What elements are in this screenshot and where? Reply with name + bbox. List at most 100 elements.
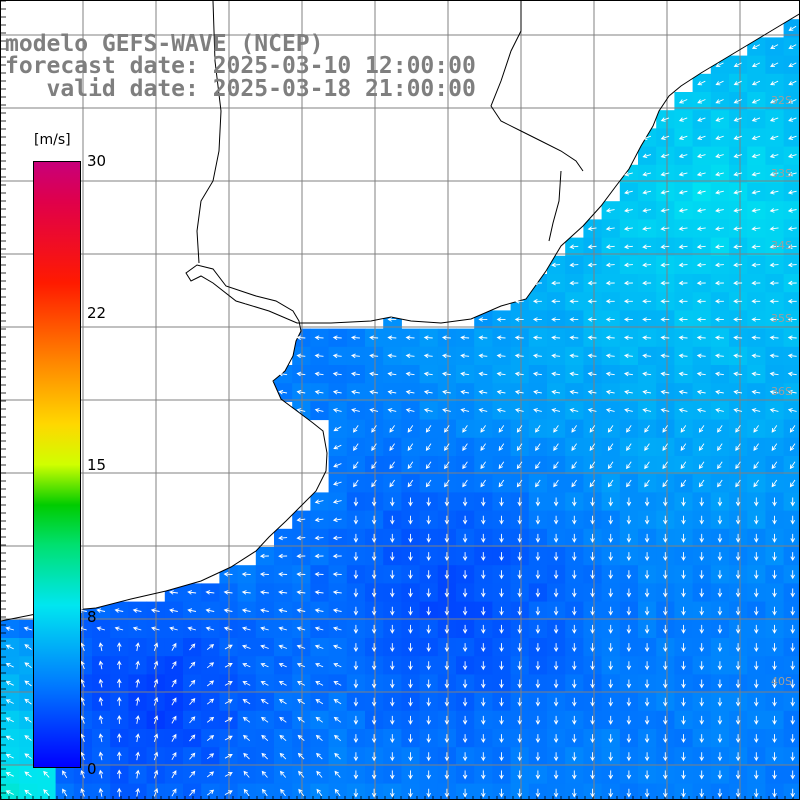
lat-label-32s: 32S xyxy=(771,94,792,107)
wind-arrow xyxy=(663,752,668,762)
wind-arrow xyxy=(408,715,413,725)
wind-arrow xyxy=(98,660,104,670)
wind-arrow xyxy=(353,588,359,598)
wind-arrow xyxy=(189,661,196,669)
wind-arrow xyxy=(353,515,359,525)
wind-cell xyxy=(783,729,799,748)
wind-arrow xyxy=(132,626,142,631)
wind-arrow xyxy=(444,752,450,762)
wind-arrow xyxy=(572,734,577,744)
wind-arrow xyxy=(333,463,342,468)
wind-arrow xyxy=(678,171,688,177)
wind-arrow xyxy=(714,371,724,377)
wind-arrow xyxy=(116,678,122,688)
wind-arrow xyxy=(243,770,250,778)
wind-arrow xyxy=(514,317,524,322)
wind-arrow xyxy=(715,99,724,104)
wind-arrow xyxy=(279,716,287,723)
wind-arrow xyxy=(626,461,632,470)
wind-arrow xyxy=(605,371,615,377)
wind-arrow xyxy=(332,335,342,340)
wind-arrow xyxy=(444,734,450,744)
land-mask xyxy=(1,1,799,621)
wind-arrow xyxy=(769,353,779,359)
wind-arrow xyxy=(626,624,632,634)
wind-arrow xyxy=(481,588,486,598)
wind-arrow xyxy=(626,570,632,580)
wind-arrow xyxy=(644,697,650,707)
wind-arrow xyxy=(753,443,759,451)
wind-arrow xyxy=(316,752,323,760)
wind-arrow xyxy=(426,752,431,762)
wind-arrow xyxy=(426,679,431,689)
wind-arrow xyxy=(278,389,288,395)
wind-arrow xyxy=(535,679,541,689)
wind-arrow xyxy=(551,299,561,304)
wind-arrow xyxy=(441,353,451,359)
wind-arrow xyxy=(735,770,741,780)
wind-arrow xyxy=(423,389,433,395)
wind-arrow xyxy=(569,408,579,413)
wind-arrow xyxy=(171,697,177,706)
wind-arrow xyxy=(444,624,450,634)
wind-arrow xyxy=(333,626,342,631)
wind-arrow xyxy=(296,408,306,413)
wind-arrow xyxy=(224,662,233,668)
wind-arrow xyxy=(772,624,777,634)
wind-arrow xyxy=(553,443,559,451)
wind-arrow xyxy=(332,389,342,395)
wind-arrow xyxy=(717,552,723,562)
wind-arrow xyxy=(499,552,504,562)
wind-arrow xyxy=(426,643,431,653)
wind-arrow xyxy=(517,606,522,616)
wind-arrow xyxy=(278,608,288,613)
wind-arrow xyxy=(224,717,233,723)
wind-arrow xyxy=(754,533,759,543)
wind-arrow xyxy=(333,426,342,432)
wind-arrow xyxy=(514,353,524,359)
wind-arrow xyxy=(371,443,377,451)
wind-arrow xyxy=(350,371,360,377)
wind-arrow xyxy=(790,734,795,744)
wind-arrow xyxy=(608,624,613,634)
wind-arrow xyxy=(297,752,305,760)
wind-arrow xyxy=(715,117,724,122)
wind-arrow xyxy=(754,734,759,744)
wind-arrow xyxy=(460,335,470,340)
wind-arrow xyxy=(589,425,596,433)
wind-arrow xyxy=(260,716,269,723)
wind-arrow xyxy=(444,788,450,798)
wind-arrow xyxy=(770,62,779,68)
wind-arrow xyxy=(334,752,341,760)
wind-arrow xyxy=(551,408,561,413)
wind-arrow xyxy=(261,770,268,778)
wind-arrow xyxy=(733,171,743,177)
wind-arrow xyxy=(296,535,306,541)
wind-arrow xyxy=(660,408,670,413)
wind-arrow xyxy=(733,280,743,286)
wind-arrow xyxy=(608,606,613,616)
wind-arrow xyxy=(642,189,652,195)
wind-arrow xyxy=(462,425,468,433)
wind-arrow xyxy=(24,771,32,778)
wind-arrow xyxy=(260,698,269,705)
wind-arrow xyxy=(663,661,668,671)
wind-arrow xyxy=(314,608,324,613)
wind-arrow xyxy=(769,117,779,122)
wind-arrow xyxy=(314,335,324,340)
wind-arrow xyxy=(644,515,650,525)
wind-arrow xyxy=(751,353,761,359)
wind-arrow xyxy=(153,788,159,797)
wind-arrow xyxy=(371,533,377,543)
wind-arrow xyxy=(314,371,324,377)
wind-arrow xyxy=(153,751,159,761)
wind-arrow xyxy=(332,571,342,577)
wind-arrow xyxy=(189,679,196,687)
wind-arrow xyxy=(587,280,597,286)
wind-arrow xyxy=(296,553,306,559)
wind-arrow xyxy=(681,515,686,525)
wind-arrow xyxy=(787,317,797,322)
wind-arrow xyxy=(769,244,779,250)
wind-arrow xyxy=(769,135,779,140)
wind-cell xyxy=(783,747,799,766)
